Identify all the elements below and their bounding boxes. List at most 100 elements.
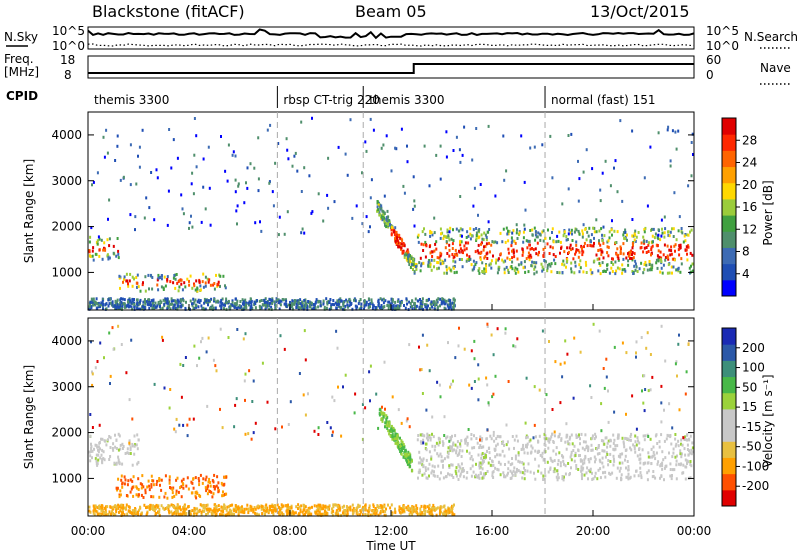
data-cell <box>279 511 282 515</box>
data-cell <box>546 269 549 273</box>
data-cell <box>468 451 471 455</box>
data-cell <box>679 246 682 250</box>
data-cell <box>675 147 678 151</box>
data-cell <box>193 284 196 288</box>
data-cell <box>445 130 448 134</box>
data-cell <box>676 374 678 378</box>
data-cell <box>158 513 161 517</box>
data-cell <box>131 284 134 288</box>
data-cell <box>89 434 92 438</box>
data-cell <box>437 261 440 265</box>
colorbar-tick-label: -15 <box>742 420 762 434</box>
data-cell <box>231 301 234 305</box>
data-cell <box>635 351 637 355</box>
data-cell <box>317 433 320 436</box>
data-cell <box>414 508 417 512</box>
data-cell <box>394 435 397 439</box>
data-cell <box>180 485 183 489</box>
colorbar-swatch <box>722 457 736 475</box>
data-cell <box>118 510 120 514</box>
data-cell <box>169 307 172 311</box>
data-cell <box>390 226 392 230</box>
data-cell <box>435 441 438 445</box>
data-cell <box>523 260 526 264</box>
data-cell <box>120 343 123 346</box>
data-cell <box>145 513 148 517</box>
data-cell <box>202 185 205 189</box>
data-cell <box>244 332 247 336</box>
data-cell <box>420 441 423 445</box>
data-cell <box>669 230 672 234</box>
data-cell <box>477 213 479 217</box>
data-cell <box>538 388 541 392</box>
data-cell <box>609 472 612 476</box>
data-cell <box>596 257 599 261</box>
data-cell <box>399 450 402 453</box>
velocity-colorbar-title: Velocity [m s⁻¹] <box>761 374 775 467</box>
data-cell <box>136 273 139 277</box>
data-cell <box>565 435 568 439</box>
data-cell <box>445 299 448 303</box>
data-cell <box>464 241 467 245</box>
data-cell <box>565 235 568 238</box>
data-cell <box>459 227 462 231</box>
data-cell <box>531 446 534 450</box>
data-cell <box>215 369 218 373</box>
data-cell <box>169 486 171 489</box>
data-cell <box>102 457 105 460</box>
data-cell <box>124 304 127 308</box>
data-cell <box>635 265 638 269</box>
data-cell <box>385 414 388 418</box>
data-cell <box>265 503 268 507</box>
data-cell <box>421 511 424 515</box>
data-cell <box>234 190 237 194</box>
data-cell <box>169 388 172 391</box>
data-cell <box>341 505 344 509</box>
data-cell <box>235 209 238 213</box>
data-cell <box>149 301 152 305</box>
data-cell <box>91 426 94 429</box>
data-cell <box>540 262 543 266</box>
data-cell <box>441 512 444 516</box>
data-cell <box>593 455 596 459</box>
data-cell <box>481 459 484 462</box>
data-cell <box>495 261 497 265</box>
data-cell <box>631 394 634 398</box>
data-cell <box>496 327 499 331</box>
data-cell <box>247 432 250 436</box>
data-cell <box>207 480 210 484</box>
data-cell <box>671 474 673 477</box>
data-cell <box>134 509 137 512</box>
data-cell <box>129 272 132 276</box>
data-cell <box>428 261 431 265</box>
data-cell <box>513 466 516 470</box>
data-cell <box>474 473 477 477</box>
data-cell <box>692 269 694 273</box>
data-cell <box>479 461 482 465</box>
data-cell <box>648 263 651 266</box>
data-cell <box>484 244 487 248</box>
data-cell <box>443 306 446 310</box>
data-cell <box>600 429 603 433</box>
nsky-label: N.Sky <box>4 30 38 44</box>
data-cell <box>459 472 462 476</box>
data-cell <box>434 507 437 511</box>
data-cell <box>673 258 676 262</box>
data-cell <box>262 508 265 512</box>
data-cell <box>452 379 454 383</box>
data-cell <box>260 229 263 233</box>
data-cell <box>210 297 213 301</box>
velocity-y-title: Slant Range [km] <box>22 365 36 469</box>
data-cell <box>526 451 529 455</box>
data-cell <box>129 446 132 450</box>
data-cell <box>365 300 368 304</box>
data-cell <box>623 236 626 240</box>
data-cell <box>439 251 442 255</box>
data-cell <box>323 305 326 309</box>
data-cell <box>403 191 406 195</box>
data-cell <box>396 233 398 237</box>
data-cell <box>594 460 596 464</box>
data-cell <box>304 301 307 305</box>
data-cell <box>478 446 481 450</box>
